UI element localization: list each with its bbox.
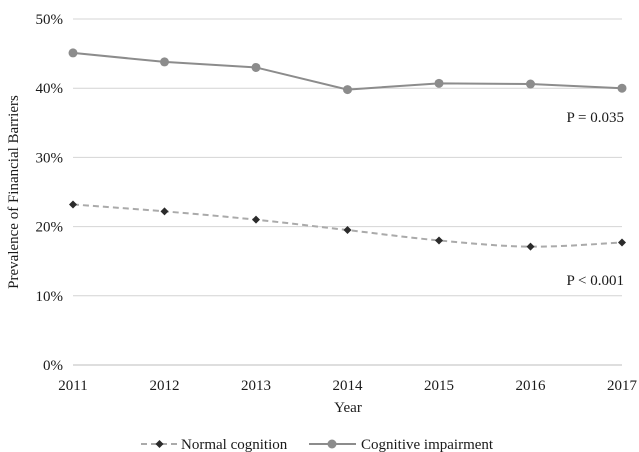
y-tick-label: 40% <box>36 81 64 97</box>
data-point-normal-cognition <box>526 242 535 251</box>
series-normal-cognition <box>69 200 626 251</box>
series-cognitive-impairment <box>68 48 627 95</box>
data-point-normal-cognition <box>343 226 352 235</box>
y-axis-title: Prevalence of Financial Barriers <box>6 95 22 289</box>
legend-label-cognitive-impairment: Cognitive impairment <box>361 437 494 452</box>
y-tick-label: 10% <box>36 289 64 305</box>
data-point-cognitive-impairment <box>251 62 261 72</box>
x-tick-label: 2015 <box>424 378 454 394</box>
data-point-cognitive-impairment <box>617 83 627 93</box>
data-point-normal-cognition <box>618 238 626 247</box>
legend-item-normal-cognition: Normal cognition <box>141 437 288 452</box>
x-axis-title: Year <box>334 400 362 416</box>
x-tick-label: 2013 <box>241 378 271 394</box>
y-tick-label: 0% <box>43 358 63 374</box>
y-tick-label: 20% <box>36 220 64 236</box>
legend-marker-normal-cognition <box>155 440 164 448</box>
p-value-annotation-cognitive-impairment: P = 0.035 <box>567 110 625 126</box>
legend-marker-cognitive-impairment <box>327 439 337 449</box>
series-line-cognitive-impairment <box>72 51 623 91</box>
x-tick-label: 2017 <box>607 378 638 394</box>
data-point-normal-cognition <box>435 236 443 245</box>
data-point-normal-cognition <box>69 200 77 209</box>
data-point-cognitive-impairment <box>160 57 169 67</box>
y-tick-label: 50% <box>36 12 64 28</box>
legend-label-normal-cognition: Normal cognition <box>181 437 288 452</box>
data-point-cognitive-impairment <box>526 79 535 89</box>
data-point-cognitive-impairment <box>343 85 352 95</box>
series-line-normal-cognition <box>72 203 623 248</box>
data-point-cognitive-impairment <box>434 78 444 88</box>
data-point-normal-cognition <box>252 215 260 224</box>
x-tick-label: 2016 <box>516 378 547 394</box>
x-tick-label: 2011 <box>58 378 87 394</box>
y-axis-ticks: 0% 10% 20% 30% 40% 50% <box>36 12 64 374</box>
p-value-annotation-normal-cognition: P < 0.001 <box>567 273 625 289</box>
series-layer <box>68 48 627 251</box>
y-tick-label: 30% <box>36 150 64 166</box>
data-point-cognitive-impairment <box>68 48 78 58</box>
legend: Normal cognition Cognitive impairment <box>141 437 494 452</box>
data-point-normal-cognition <box>160 207 169 216</box>
x-axis-ticks: 2011 2012 2013 2014 2015 2016 2017 <box>58 378 637 394</box>
x-tick-label: 2014 <box>333 378 364 394</box>
legend-item-cognitive-impairment: Cognitive impairment <box>309 437 494 452</box>
x-tick-label: 2012 <box>150 378 180 394</box>
